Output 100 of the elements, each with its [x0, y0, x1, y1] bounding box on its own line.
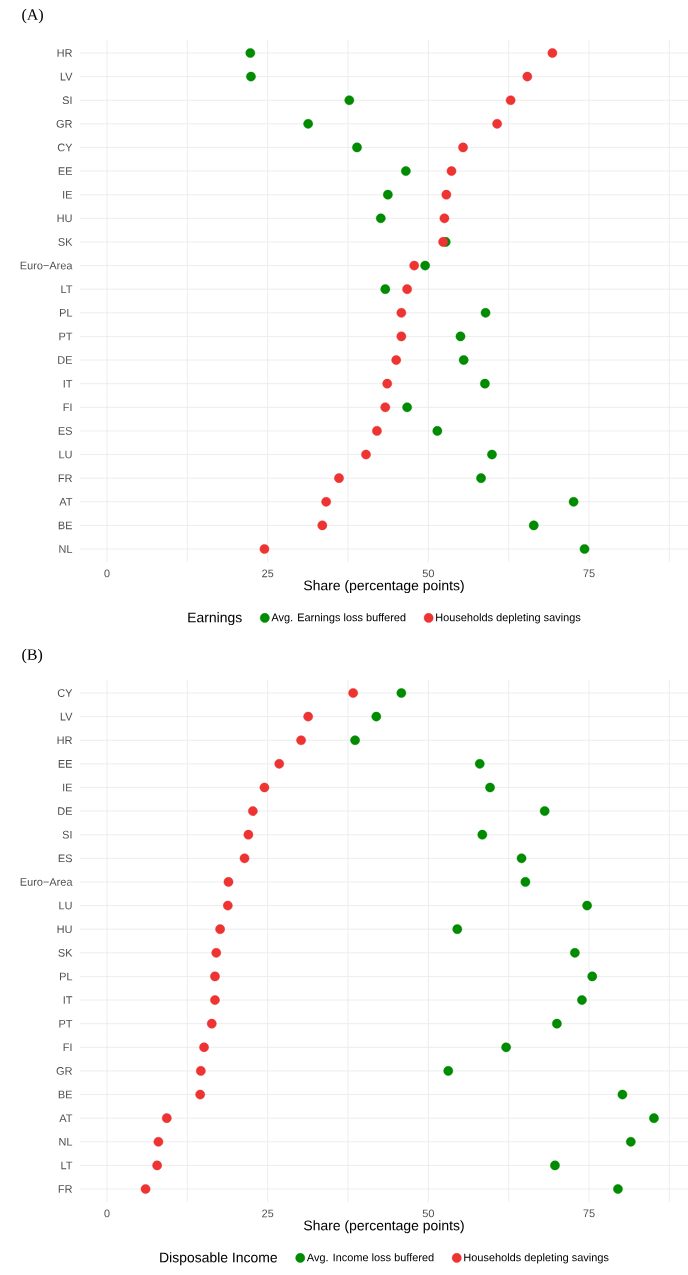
- point: [296, 735, 306, 746]
- point: [582, 900, 592, 911]
- point: [587, 971, 598, 982]
- y-tick-label: CY: [57, 143, 73, 152]
- point: [649, 1113, 659, 1123]
- point: [452, 924, 463, 934]
- x-tick-label: 75: [583, 569, 595, 578]
- point: [402, 284, 412, 294]
- y-tick-label: HR: [57, 736, 72, 745]
- point: [401, 166, 411, 176]
- point: [505, 95, 516, 106]
- y-tick-label: PL: [59, 309, 73, 317]
- point: [303, 119, 313, 129]
- y-tick-label: FI: [63, 403, 72, 412]
- legend-title: Earnings: [188, 612, 242, 626]
- y-tick-label: DE: [58, 356, 72, 364]
- y-tick-label: LT: [61, 285, 73, 293]
- point: [570, 948, 580, 958]
- y-tick-label: IE: [63, 190, 72, 199]
- point: [480, 308, 491, 318]
- y-tick-label: DE: [58, 807, 72, 815]
- y-tick-label: IT: [63, 996, 73, 1004]
- point: [199, 1042, 209, 1053]
- point: [246, 71, 256, 82]
- point: [334, 473, 344, 483]
- y-tick-label: GR: [56, 1067, 72, 1075]
- y-tick-label: ES: [58, 854, 72, 863]
- point: [195, 1089, 205, 1100]
- x-tick-label: 75: [583, 1209, 595, 1218]
- point: [439, 213, 450, 224]
- point: [577, 995, 587, 1005]
- chart-title: (A): [22, 8, 43, 24]
- point: [443, 1066, 454, 1076]
- point: [528, 520, 539, 531]
- point: [520, 877, 531, 887]
- point: [409, 260, 420, 271]
- point: [420, 260, 430, 271]
- y-tick-label: LU: [59, 450, 72, 459]
- x-tick-label: 0: [104, 1209, 110, 1218]
- y-tick-label: BE: [58, 521, 72, 530]
- y-tick-label: FI: [63, 1043, 72, 1052]
- point: [391, 355, 402, 365]
- point: [350, 735, 360, 746]
- y-tick-label: HU: [57, 214, 72, 223]
- point: [476, 473, 486, 483]
- point: [626, 1136, 636, 1147]
- y-tick-label: BE: [58, 1090, 72, 1099]
- y-tick-label: HR: [57, 49, 72, 57]
- point: [579, 544, 590, 554]
- point: [161, 1113, 172, 1123]
- point: [613, 1184, 623, 1194]
- point: [303, 711, 313, 722]
- point: [344, 95, 355, 106]
- point: [396, 308, 407, 318]
- point: [516, 853, 527, 864]
- point: [501, 1042, 511, 1053]
- point: [458, 355, 469, 365]
- point: [348, 688, 358, 698]
- point: [380, 284, 391, 294]
- point: [215, 924, 225, 934]
- point: [522, 71, 533, 82]
- y-tick-label: FR: [58, 1185, 72, 1193]
- chart-title: (B): [22, 648, 43, 664]
- y-tick-label: LV: [60, 72, 73, 81]
- point: [550, 1160, 560, 1171]
- x-tick-label: 50: [422, 569, 434, 578]
- y-tick-label: Euro−Area: [20, 878, 73, 886]
- point: [361, 449, 371, 460]
- point: [274, 759, 285, 769]
- point: [259, 544, 270, 554]
- y-tick-label: LT: [61, 1161, 73, 1170]
- point: [485, 782, 495, 793]
- point: [372, 426, 382, 436]
- point: [153, 1136, 164, 1147]
- point: [455, 331, 466, 342]
- y-tick-label: IE: [63, 783, 72, 792]
- x-tick-label: 25: [262, 569, 274, 578]
- point: [243, 829, 254, 840]
- y-tick-label: GR: [56, 119, 72, 128]
- y-tick-label: PT: [59, 332, 73, 341]
- x-axis-title: Share (percentage points): [304, 580, 464, 594]
- point: [477, 829, 488, 840]
- y-tick-label: EE: [58, 167, 72, 175]
- point: [480, 378, 490, 389]
- point: [321, 496, 331, 507]
- point: [492, 119, 502, 129]
- point: [210, 995, 220, 1005]
- point: [402, 402, 412, 413]
- point: [617, 1089, 628, 1100]
- point: [248, 806, 258, 816]
- y-tick-label: HU: [57, 925, 72, 934]
- point: [474, 759, 485, 769]
- y-tick-label: SI: [62, 830, 72, 839]
- point: [196, 1066, 206, 1076]
- point: [552, 1018, 562, 1029]
- point: [352, 142, 362, 153]
- legend-title: Disposable Income: [160, 1252, 278, 1266]
- legend-label: Avg. Earnings loss buffered: [271, 613, 406, 624]
- point: [568, 496, 579, 507]
- y-tick-label: AT: [59, 1114, 73, 1122]
